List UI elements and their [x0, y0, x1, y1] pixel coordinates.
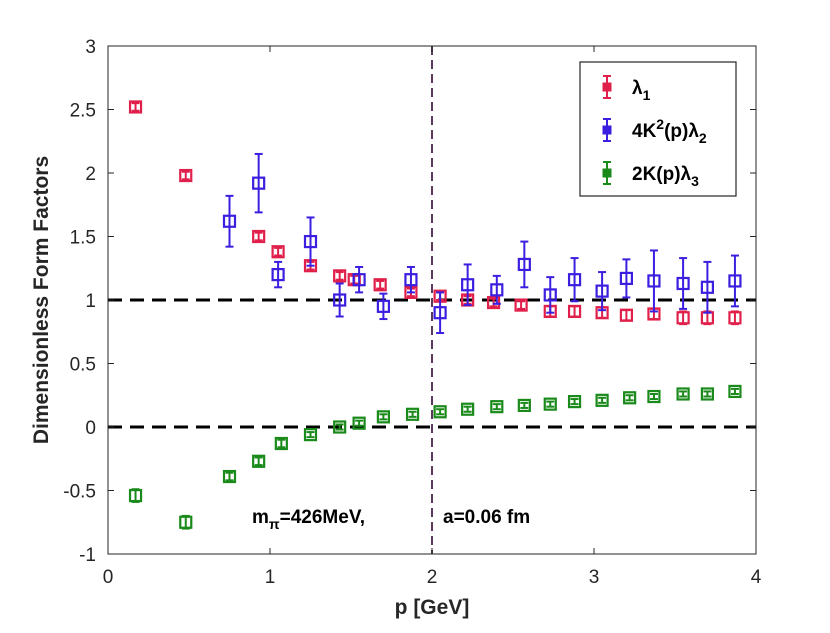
data-point — [303, 234, 318, 249]
axis-ticks — [107, 45, 757, 555]
pion-mass-m: m — [252, 507, 269, 528]
data-point — [490, 283, 504, 297]
x-tick-label: 4 — [751, 567, 762, 588]
data-point — [271, 268, 285, 282]
data-point — [433, 405, 447, 419]
series-2 — [222, 152, 742, 335]
y-tick-label: -1 — [79, 545, 96, 566]
reference-lines — [108, 46, 756, 554]
y-tick-label: 3 — [85, 37, 96, 58]
y-tick-label: 0.5 — [70, 355, 96, 376]
data-point — [405, 407, 420, 421]
data-point — [647, 389, 661, 404]
data-point — [222, 214, 237, 228]
series-3 — [128, 384, 742, 530]
data-point — [433, 306, 447, 320]
data-point — [179, 168, 193, 183]
legend-label-lambda3: 2K(p)λ3 — [632, 164, 699, 189]
data-point — [676, 276, 690, 291]
data-point — [128, 100, 143, 114]
data-point — [252, 229, 266, 244]
lattice-spacing-annotation: a=0.06 fm — [443, 507, 530, 528]
data-point — [333, 269, 347, 283]
data-point — [728, 274, 742, 288]
data-point — [595, 393, 609, 407]
y-tick-label: 2 — [85, 164, 96, 185]
data-point — [623, 391, 637, 405]
data-point — [619, 271, 634, 286]
legend-lambda2-sup: 2 — [656, 116, 664, 132]
x-tick-label: 2 — [427, 567, 438, 588]
legend-marker — [602, 168, 612, 178]
data-point — [352, 273, 366, 287]
y-tick-label: 2.5 — [70, 101, 96, 122]
data-point — [352, 416, 366, 430]
legend-lambda1-main: λ — [632, 78, 643, 99]
data-point — [514, 298, 528, 312]
data-point — [461, 402, 475, 416]
data-point — [333, 293, 347, 307]
axis-tick-labels: 0 1 2 3 4-1-0.500.511.522.53 — [63, 37, 761, 588]
y-tick-label: 0 — [85, 418, 96, 439]
data-point — [517, 398, 531, 413]
y-tick-label: 1.5 — [70, 228, 96, 249]
data-point — [179, 515, 193, 529]
legend-lambda3-sub: 3 — [691, 173, 699, 189]
legend-lambda2-sub: 2 — [699, 130, 707, 146]
legend-label-lambda2: 4K2(p)λ2 — [632, 116, 707, 146]
data-point — [252, 176, 266, 190]
data-point — [567, 304, 582, 319]
data-point — [373, 278, 387, 292]
x-tick-label: 1 — [265, 567, 276, 588]
data-point — [271, 245, 285, 259]
data-point — [700, 387, 715, 401]
data-point — [486, 295, 501, 310]
x-tick-label: 3 — [589, 567, 600, 588]
legend-markers — [602, 75, 612, 185]
data-point — [490, 400, 504, 414]
data-point — [676, 387, 690, 401]
data-point — [376, 410, 390, 424]
data-point — [567, 273, 582, 287]
pion-mass-subscript: π — [269, 516, 280, 532]
data-point — [647, 274, 661, 288]
legend-marker — [602, 82, 612, 92]
pion-mass-value: =426MeV, — [280, 507, 365, 528]
data-point — [404, 273, 418, 287]
legend-lambda3-main: 2K(p)λ — [632, 164, 692, 185]
data-point — [619, 308, 634, 322]
legend-lambda2-main: 4K — [632, 121, 657, 142]
data-point — [728, 384, 742, 399]
data-point — [333, 420, 347, 434]
data-point — [128, 488, 143, 503]
data-point — [728, 311, 742, 325]
data-point — [461, 278, 475, 292]
data-point — [303, 428, 318, 442]
data-point — [376, 299, 390, 313]
data-point — [222, 469, 237, 484]
data-point — [567, 395, 582, 409]
data-point — [676, 311, 690, 325]
legend-lambda2-rest: (p)λ — [664, 121, 699, 142]
data-point — [517, 257, 531, 272]
data-point — [252, 454, 266, 468]
legend-marker — [602, 125, 612, 135]
data-point — [700, 280, 715, 294]
y-tick-label: -0.5 — [63, 482, 96, 503]
legend-lambda1-sub: 1 — [643, 87, 651, 103]
pion-mass-annotation: mπ=426MeV, — [252, 507, 365, 532]
legend-label-lambda1: λ1 — [632, 78, 651, 103]
y-tick-label: 1 — [85, 291, 96, 312]
data-series — [128, 100, 742, 530]
y-axis-title: Dimensionless Form Factors — [30, 156, 53, 444]
x-tick-label: 0 — [103, 567, 114, 588]
data-point — [595, 284, 609, 298]
x-axis-title: p [GeV] — [395, 596, 470, 619]
data-point — [274, 436, 288, 451]
legend: λ1 4K2(p)λ2 2K(p)λ3 — [579, 61, 737, 197]
data-point — [543, 288, 557, 302]
data-point — [543, 397, 557, 411]
